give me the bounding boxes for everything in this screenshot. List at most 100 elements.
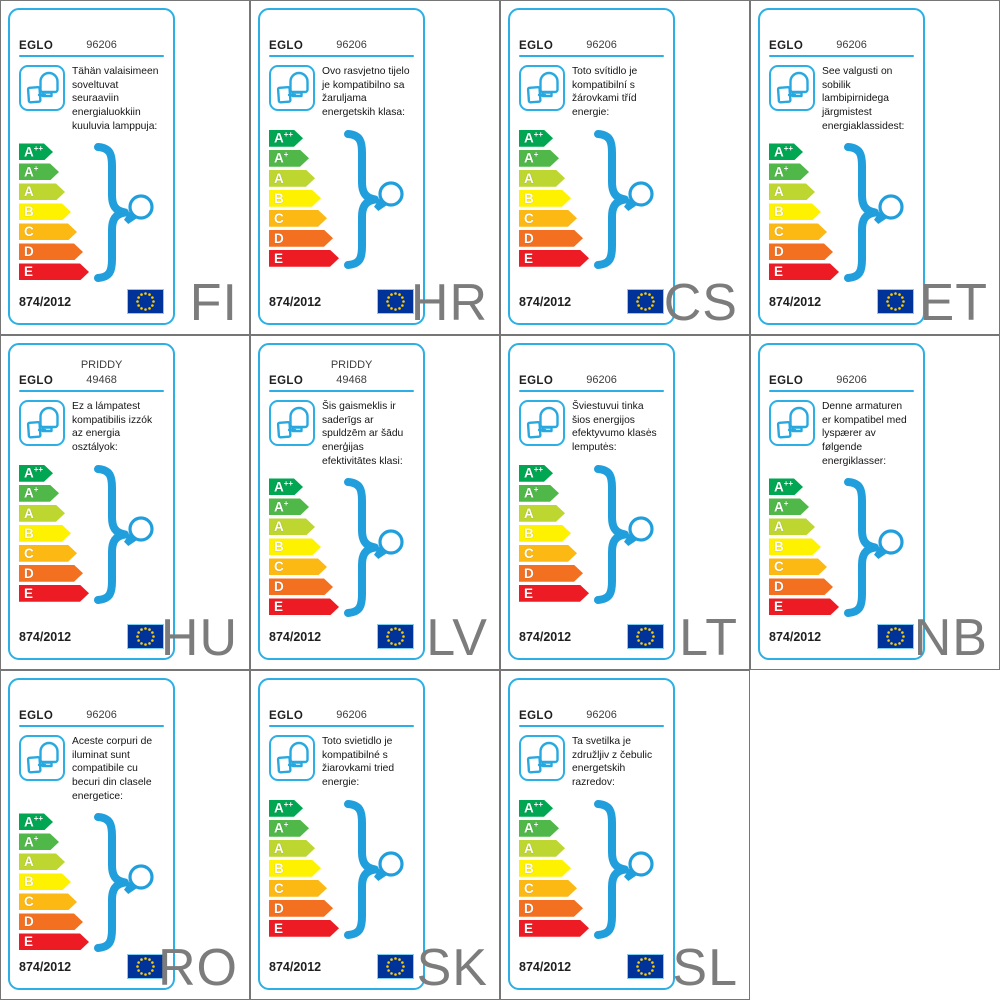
label-header: EGLO 96206 xyxy=(269,19,414,52)
energy-arrow-a: A xyxy=(269,170,315,187)
energy-class-letter: A xyxy=(24,854,34,870)
energy-arrow-d: D xyxy=(19,243,83,260)
energy-class-chart: A++ A+ A B C D E xyxy=(19,464,164,604)
energy-label-card: EGLO PRIDDY 49468 Šis gaismeklis ir sa xyxy=(258,343,425,660)
model-number: 96206 xyxy=(803,373,914,387)
energy-class-letter: B xyxy=(24,874,34,890)
energy-class-letter: E xyxy=(24,585,34,601)
brand-text: EGLO xyxy=(19,710,54,722)
energy-class-letter: A++ xyxy=(524,130,544,146)
energy-arrow-a++: A++ xyxy=(269,800,303,817)
energy-arrow-list: A++ A+ A B C D E xyxy=(19,143,89,282)
energy-label-card: EGLO PRIDDY 49468 Ez a lámpatest kompa xyxy=(8,343,175,660)
model-line: 96206 xyxy=(586,373,617,386)
energy-class-letter: D xyxy=(24,244,34,260)
language-code: SK xyxy=(416,939,488,997)
brace-bulb-graphic xyxy=(844,478,904,618)
energy-arrow-list: A++ A+ A B C D E xyxy=(519,130,589,269)
energy-label-card: EGLO 96206 Denne armaturen er kompati xyxy=(758,343,925,660)
energy-arrow-b: B xyxy=(269,860,321,877)
bulb-icon xyxy=(124,864,154,895)
energy-label-cell: EGLO 96206 Aceste corpuri de iluminat xyxy=(0,670,250,1000)
bulb-icon xyxy=(374,181,404,211)
language-code: CS xyxy=(663,274,738,332)
energy-arrow-e: E xyxy=(269,250,339,267)
energy-label-card: EGLO 96206 Tähän valaisimeen soveltuv xyxy=(8,8,175,325)
energy-arrow-c: C xyxy=(269,558,327,575)
energy-class-letter: D xyxy=(274,900,284,916)
header-divider xyxy=(769,390,914,392)
energy-class-chart: A++ A+ A B C D E xyxy=(269,478,414,618)
bulb-icon xyxy=(124,194,154,225)
label-header: EGLO 96206 xyxy=(19,19,164,52)
wall-lamp-icon xyxy=(519,735,565,781)
brace-bulb-graphic xyxy=(344,799,404,939)
energy-arrow-b: B xyxy=(19,525,71,542)
energy-arrow-a+: A+ xyxy=(19,163,59,180)
energy-arrow-e: E xyxy=(19,263,89,280)
energy-arrow-b: B xyxy=(269,538,321,555)
model-number: 96206 xyxy=(803,38,914,52)
model-number: 96206 xyxy=(553,708,664,722)
energy-arrow-d: D xyxy=(519,230,583,247)
brand-text: EGLO xyxy=(769,40,804,52)
energy-class-letter: D xyxy=(24,914,34,930)
energy-label-card: EGLO 96206 Toto svítidlo je kompatibi xyxy=(508,8,675,325)
description-text: Šis gaismeklis ir saderīgs ar spuldzēm a… xyxy=(322,401,404,467)
energy-class-letter: E xyxy=(774,264,784,280)
energy-class-chart: A++ A+ A B C D E xyxy=(519,464,664,604)
energy-arrow-e: E xyxy=(19,585,89,602)
regulation-ref: 874/2012 xyxy=(19,629,72,644)
header-divider xyxy=(519,725,664,727)
energy-class-letter: A xyxy=(774,519,784,535)
header-divider xyxy=(519,390,664,392)
energy-arrow-e: E xyxy=(519,920,589,937)
energy-class-letter: C xyxy=(24,224,34,240)
energy-class-letter: A xyxy=(274,840,284,856)
energy-class-letter: A xyxy=(274,170,284,186)
energy-arrow-a: A xyxy=(519,505,565,522)
energy-class-letter: E xyxy=(274,250,284,266)
energy-arrow-a: A xyxy=(19,183,65,200)
header-divider xyxy=(269,390,414,392)
energy-arrow-a+: A+ xyxy=(769,163,809,180)
label-footer: 874/2012 xyxy=(269,624,414,649)
brace-bulb-graphic xyxy=(844,143,904,283)
bulb-icon xyxy=(374,529,404,560)
energy-class-letter: C xyxy=(524,880,534,896)
energy-class-letter: B xyxy=(274,190,284,206)
eu-flag-icon xyxy=(627,954,664,979)
energy-arrow-list: A++ A+ A B C D E xyxy=(19,813,89,952)
model-line: 96206 xyxy=(336,708,367,721)
energy-label-cell: EGLO 96206 Ta svetilka je združljiv z xyxy=(500,670,750,1000)
energy-arrow-a++: A++ xyxy=(19,465,53,482)
energy-arrow-c: C xyxy=(19,223,77,240)
info-row: Šis gaismeklis ir saderīgs ar spuldzēm a… xyxy=(269,400,414,468)
energy-class-letter: A xyxy=(524,170,534,186)
header-divider xyxy=(269,725,414,727)
brand-text: EGLO xyxy=(19,375,54,387)
energy-class-letter: B xyxy=(524,525,534,541)
energy-arrow-a+: A+ xyxy=(519,820,559,837)
header-divider xyxy=(19,55,164,57)
regulation-ref: 874/2012 xyxy=(519,959,572,974)
info-row: Ta svetilka je združljiv z čebulic energ… xyxy=(519,735,664,790)
eu-flag-icon xyxy=(127,954,164,979)
energy-class-letter: E xyxy=(524,250,534,266)
description-text: Šviestuvui tinka šios energijos efektyvu… xyxy=(572,401,657,454)
description-text: Ez a lámpatest kompatibilis izzók az ene… xyxy=(72,401,153,454)
bulb-icon xyxy=(874,529,904,560)
language-code: SL xyxy=(672,939,738,997)
label-header: EGLO 96206 xyxy=(19,689,164,722)
label-footer: 874/2012 xyxy=(269,289,414,314)
energy-class-letter: D xyxy=(774,244,784,260)
label-header: EGLO PRIDDY 49468 xyxy=(269,354,414,387)
energy-arrow-b: B xyxy=(519,860,571,877)
energy-arrow-a: A xyxy=(769,518,815,535)
energy-arrow-list: A++ A+ A B C D E xyxy=(269,800,339,939)
energy-class-letter: D xyxy=(24,565,34,581)
info-row: Ovo rasvjetno tijelo je kompatibilno sa … xyxy=(269,65,414,120)
description-text: See valgusti on sobilik lambipirnidega j… xyxy=(822,66,905,132)
energy-class-letter: C xyxy=(24,545,34,561)
